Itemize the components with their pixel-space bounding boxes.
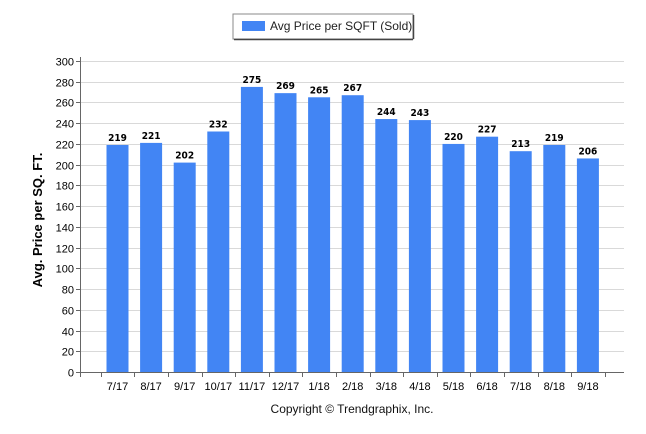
data-label: 232 <box>209 119 228 130</box>
x-tick-label: 12/17 <box>272 381 300 393</box>
y-tick-label: 180 <box>56 181 74 193</box>
x-tick-labels: 7/17 8/17 9/17 10/17 11/17 12/17 1/18 2/18 3/18 4… <box>107 381 599 393</box>
data-label: 244 <box>377 107 396 118</box>
x-tick-label: 1/18 <box>308 381 329 393</box>
y-tick-label: 220 <box>56 140 74 152</box>
data-label: 202 <box>175 151 194 162</box>
x-tick-label: 9/18 <box>577 381 598 393</box>
data-label: 219 <box>108 133 127 144</box>
x-tick-label: 6/18 <box>476 381 497 393</box>
data-label: 243 <box>411 108 430 119</box>
bar[interactable] <box>106 144 129 372</box>
bar[interactable] <box>375 119 398 372</box>
x-tick-label: 9/17 <box>174 381 195 393</box>
x-tick-label: 3/18 <box>376 381 397 393</box>
data-label: 221 <box>142 131 161 142</box>
x-tick-label: 11/17 <box>239 381 266 393</box>
bar[interactable] <box>408 120 431 372</box>
data-label: 265 <box>310 85 329 96</box>
y-tick-label: 300 <box>56 57 74 69</box>
bars <box>106 86 599 373</box>
bar[interactable] <box>173 162 196 372</box>
data-labels: 219 221 202 232 275 269 265 267 244 243 220 227 213 2… <box>108 75 597 162</box>
data-label: 269 <box>276 81 295 92</box>
y-tick-label: 80 <box>62 285 74 297</box>
x-tick-label: 7/17 <box>107 381 128 393</box>
axes <box>76 57 624 377</box>
bar[interactable] <box>442 143 465 372</box>
x-tick-label: 7/18 <box>510 381 531 393</box>
x-tick-label: 8/18 <box>544 381 565 393</box>
legend-label: Avg Price per SQFT (Sold) <box>270 19 412 33</box>
copyright-text: Copyright © Trendgraphix, Inc. <box>271 402 434 416</box>
x-tick-label: 2/18 <box>342 381 363 393</box>
y-tick-label: 100 <box>56 264 74 276</box>
bar[interactable] <box>308 97 331 373</box>
y-tick-label: 0 <box>68 368 74 380</box>
bar[interactable] <box>543 144 566 372</box>
data-label: 213 <box>511 139 530 150</box>
y-tick-label: 120 <box>56 244 74 256</box>
bar[interactable] <box>140 142 163 372</box>
y-tick-label: 40 <box>62 327 74 339</box>
y-tick-labels: 0 20 40 60 80 100 120 140 160 180 200 220 240 260 280 3… <box>56 57 74 380</box>
bar[interactable] <box>274 93 297 373</box>
data-label: 227 <box>478 125 497 136</box>
bar[interactable] <box>476 136 499 372</box>
bar[interactable] <box>576 158 599 372</box>
bar[interactable] <box>207 131 230 372</box>
x-tick-label: 8/17 <box>140 381 161 393</box>
bar[interactable] <box>341 95 364 373</box>
bar[interactable] <box>509 151 532 372</box>
data-label: 220 <box>444 132 463 143</box>
x-tick-label: 5/18 <box>443 381 464 393</box>
y-tick-label: 20 <box>62 347 74 359</box>
legend[interactable]: Avg Price per SQFT (Sold) <box>232 13 415 41</box>
bar[interactable] <box>240 86 263 373</box>
y-tick-label: 140 <box>56 223 74 235</box>
y-tick-label: 160 <box>56 202 74 214</box>
y-tick-label: 240 <box>56 119 74 131</box>
legend-swatch <box>242 21 265 31</box>
data-label: 267 <box>343 83 362 94</box>
y-tick-label: 60 <box>62 306 74 318</box>
y-tick-label: 200 <box>56 161 74 173</box>
y-axis-title: Avg. Price per SQ. FT. <box>30 153 45 288</box>
y-tick-label: 280 <box>56 78 74 90</box>
data-label: 206 <box>579 146 598 157</box>
x-tick-label: 10/17 <box>205 381 233 393</box>
data-label: 275 <box>243 75 262 86</box>
x-tick-label: 4/18 <box>409 381 430 393</box>
data-label: 219 <box>545 133 564 144</box>
y-tick-label: 260 <box>56 98 74 110</box>
